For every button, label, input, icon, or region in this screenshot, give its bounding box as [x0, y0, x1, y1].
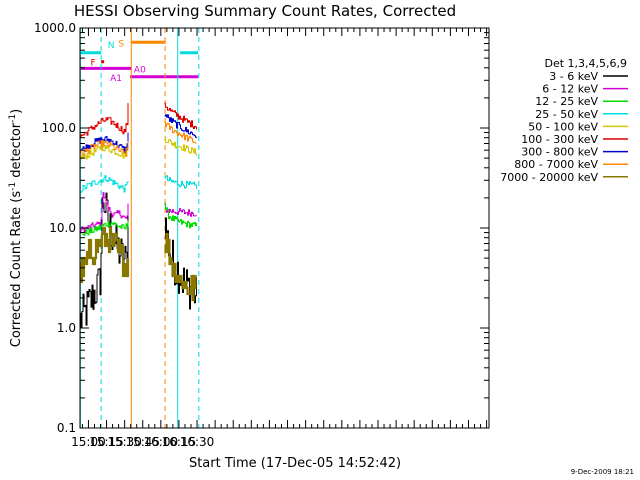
series-7-segment-1 — [80, 132, 129, 153]
series-9-segment-2 — [164, 232, 197, 302]
y-tick-label: 0.1 — [57, 421, 76, 435]
y-tick-label: 10.0 — [49, 221, 76, 235]
series-3-segment-1 — [80, 221, 129, 236]
flag-bars: N F S A0 A1 — [80, 39, 199, 84]
series-6-segment-1 — [80, 103, 129, 139]
legend-title: Det 1,3,4,5,6,9 — [544, 57, 627, 70]
x-axis-label: Start Time (17-Dec-05 14:52:42) — [189, 456, 401, 471]
y-axis-label-sup2: -1 — [8, 114, 18, 123]
legend-label-8: 800 - 7000 keV — [514, 158, 598, 171]
series-5-segment-1 — [80, 143, 129, 160]
series-9-segment-1 — [79, 226, 130, 284]
series-4-segment-1 — [80, 175, 129, 193]
y-axis-label-sup1: -1 — [8, 182, 18, 191]
legend-label-9: 7000 - 20000 keV — [500, 171, 598, 184]
x-tick-label: 16:30 — [180, 435, 215, 449]
y-axis-label-end: ) — [9, 109, 24, 114]
x-tick-label: 15:30 — [107, 435, 142, 449]
y-tick-label: 100.0 — [42, 121, 76, 135]
flag-label-n: N — [108, 41, 115, 51]
legend-label-7: 300 - 800 keV — [521, 146, 598, 159]
series-4-segment-2 — [164, 175, 197, 189]
x-tick-label: 16:15 — [162, 435, 197, 449]
series-3-segment-2 — [164, 202, 197, 229]
flag-label-s: S — [118, 39, 124, 49]
series-5-segment-2 — [164, 137, 197, 156]
y-axis-label-main: Corrected Count Rate (s — [9, 191, 24, 348]
series-1-segment-1 — [80, 192, 129, 328]
legend-label-6: 100 - 300 keV — [521, 133, 598, 146]
series-2-segment-2 — [164, 204, 197, 217]
legend-label-2: 6 - 12 keV — [542, 83, 598, 96]
flag-label-f: F — [91, 59, 96, 69]
x-tick-label: 15:00 — [71, 435, 106, 449]
legend-label-3: 12 - 25 keV — [535, 95, 598, 108]
legend-label-4: 25 - 50 keV — [535, 108, 598, 121]
y-axis-label: Corrected Count Rate (s-1 detector-1) — [8, 109, 24, 347]
series-7-segment-2 — [164, 114, 197, 138]
flag-label-a0: A0 — [134, 65, 146, 75]
footer-date: 9-Dec-2009 18:21 — [571, 468, 634, 476]
chart-title: HESSI Observing Summary Count Rates, Cor… — [74, 2, 456, 20]
series-8-segment-1 — [80, 139, 129, 157]
series-8-segment-2 — [164, 121, 197, 144]
y-tick-label: 1.0 — [57, 321, 76, 335]
x-tick-label: 15:15 — [89, 435, 124, 449]
series-6-segment-2 — [164, 102, 197, 130]
y-tick-label: 1000.0 — [34, 21, 76, 35]
series-2-segment-1 — [80, 192, 129, 233]
y-axis-ticks: 0.1 1.0 10.0 100.0 1000.0 — [34, 21, 489, 435]
legend-label-1: 3 - 6 keV — [549, 70, 598, 83]
flag-label-a1: A1 — [110, 74, 122, 84]
x-tick-label: 16:00 — [144, 435, 179, 449]
y-axis-label-mid: detector — [9, 122, 24, 182]
x-tick-label: 15:45 — [125, 435, 160, 449]
series-lines — [79, 102, 197, 328]
legend-label-5: 50 - 100 keV — [528, 120, 598, 133]
plot-frame — [79, 27, 490, 429]
